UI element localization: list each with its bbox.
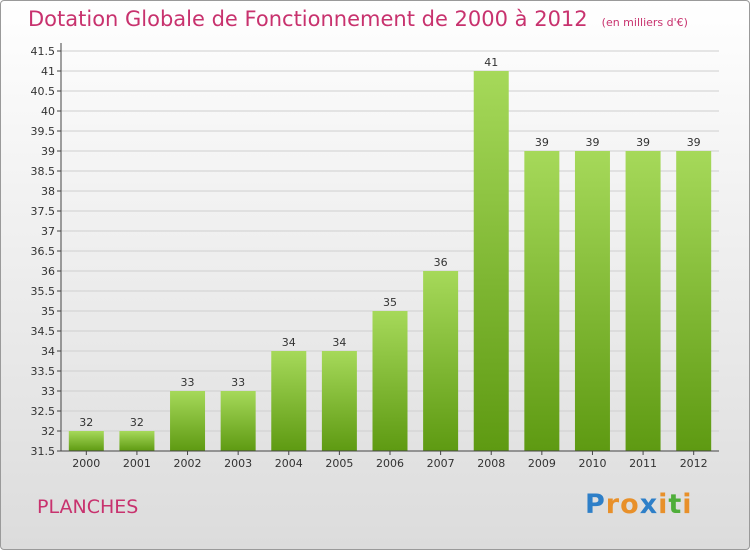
bar (119, 431, 155, 451)
bar (372, 311, 408, 451)
bar (625, 151, 661, 451)
y-tick-label: 33 (41, 385, 55, 398)
bar-value-label: 39 (535, 136, 549, 149)
x-tick-label: 2008 (477, 457, 505, 470)
y-tick-label: 35.5 (31, 285, 56, 298)
x-tick-label: 2010 (578, 457, 606, 470)
bar (68, 431, 104, 451)
y-tick-label: 40 (41, 105, 55, 118)
title-main: Dotation Globale de Fonctionnement de 20… (28, 7, 588, 31)
bar-value-label: 33 (181, 376, 195, 389)
y-tick-label: 35 (41, 305, 55, 318)
logo-letter: i (682, 489, 693, 520)
x-tick-label: 2006 (376, 457, 404, 470)
y-tick-label: 37.5 (31, 205, 56, 218)
bar-value-label: 39 (585, 136, 599, 149)
logo-letter: i (658, 489, 669, 520)
logo-letter: P (585, 489, 606, 520)
x-tick-label: 2000 (72, 457, 100, 470)
y-tick-label: 37 (41, 225, 55, 238)
bar-value-label: 36 (434, 256, 448, 269)
y-tick-label: 41.5 (31, 45, 56, 58)
bar (220, 391, 256, 451)
bar-value-label: 33 (231, 376, 245, 389)
x-tick-label: 2007 (427, 457, 455, 470)
y-tick-label: 38 (41, 185, 55, 198)
bar (473, 71, 509, 451)
axes: 31.5 32 32.5 33 33.5 34 34.5 35 35.5 36 36.5 37 37.5… (31, 43, 719, 470)
bar-value-label: 35 (383, 296, 397, 309)
logo-letter: x (639, 489, 659, 520)
y-tick-label: 34.5 (31, 325, 56, 338)
bar-value-label: 39 (687, 136, 701, 149)
logo-letter: o (620, 489, 640, 520)
proxiti-logo: Proxiti (585, 489, 693, 520)
y-tick-label: 32.5 (31, 405, 56, 418)
bar-value-label: 32 (79, 416, 93, 429)
y-tick-label: 39 (41, 145, 55, 158)
y-tick-label: 38.5 (31, 165, 56, 178)
bar-value-label: 32 (130, 416, 144, 429)
y-tick-label: 36 (41, 265, 55, 278)
title-unit: (en milliers d'€) (601, 16, 688, 29)
bar (524, 151, 560, 451)
y-tick-label: 31.5 (31, 445, 56, 458)
labels: 32 32 33 33 34 34 35 36 41 39 39 39 39 (79, 56, 700, 429)
y-tick-label: 32 (41, 425, 55, 438)
bar (271, 351, 307, 451)
x-tick-label: 2002 (174, 457, 202, 470)
commune-name: PLANCHES (37, 496, 139, 518)
bar (423, 271, 459, 451)
bar (676, 151, 712, 451)
bar-value-label: 39 (636, 136, 650, 149)
y-tick-label: 36.5 (31, 245, 56, 258)
bar-chart: 31.5 32 32.5 33 33.5 34 34.5 35 35.5 36 36.5 37 37.5… (31, 43, 719, 470)
y-tick-label: 40.5 (31, 85, 56, 98)
y-tick-label: 39.5 (31, 125, 56, 138)
x-tick-label: 2011 (629, 457, 657, 470)
x-tick-label: 2012 (680, 457, 708, 470)
y-tick-label: 41 (41, 65, 55, 78)
y-tick-label: 34 (41, 345, 55, 358)
x-tick-label: 2009 (528, 457, 556, 470)
bars (68, 71, 712, 451)
x-tick-label: 2003 (224, 457, 252, 470)
bar-value-label: 34 (332, 336, 346, 349)
bar-value-label: 34 (282, 336, 296, 349)
x-tick-label: 2004 (275, 457, 303, 470)
logo-letter: t (668, 489, 683, 520)
bar (321, 351, 357, 451)
bar (170, 391, 206, 451)
y-tick-label: 33.5 (31, 365, 56, 378)
bar (574, 151, 610, 451)
logo-letter: r (605, 489, 621, 520)
x-tick-label: 2001 (123, 457, 151, 470)
bar-value-label: 41 (484, 56, 498, 69)
chart-title: Dotation Globale de Fonctionnement de 20… (28, 7, 688, 31)
x-tick-label: 2005 (325, 457, 353, 470)
